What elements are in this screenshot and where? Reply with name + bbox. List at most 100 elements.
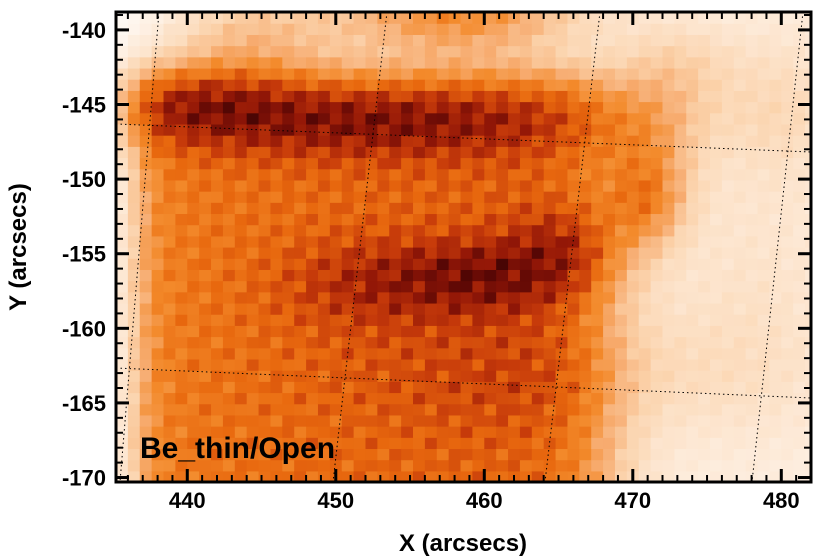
heatmap-cell <box>686 247 699 259</box>
heatmap-cell <box>674 291 687 304</box>
heatmap-cell <box>413 336 426 349</box>
heatmap-cell <box>317 358 331 371</box>
heatmap-cell <box>139 437 153 450</box>
heatmap-cell <box>199 101 212 114</box>
heatmap-cell <box>626 101 640 114</box>
heatmap-cell <box>151 23 165 35</box>
heatmap-cell <box>246 470 260 482</box>
heatmap-cell <box>187 235 200 248</box>
heatmap-cell <box>222 358 236 371</box>
heatmap-cell <box>567 224 580 237</box>
heatmap-cell <box>401 358 414 371</box>
heatmap-cell <box>496 325 509 338</box>
heatmap-cell <box>222 325 236 338</box>
heatmap-cell <box>674 235 687 248</box>
heatmap-cell <box>745 448 759 461</box>
heatmap-cell <box>341 213 355 226</box>
heatmap-cell <box>258 179 272 192</box>
heatmap-cell <box>116 135 129 147</box>
heatmap-cell <box>139 12 153 24</box>
y-tick-label: -150 <box>62 167 106 192</box>
heatmap-cell <box>377 157 390 170</box>
heatmap-cell <box>306 347 319 360</box>
heatmap-cell <box>377 23 390 35</box>
heatmap-cell <box>769 146 782 159</box>
heatmap-cell <box>567 79 580 91</box>
heatmap-cell <box>638 179 652 192</box>
heatmap-cell <box>662 325 675 338</box>
heatmap-cell <box>603 123 616 136</box>
heatmap-cell <box>745 381 759 394</box>
heatmap-cell <box>793 12 806 24</box>
heatmap-cell <box>329 23 343 35</box>
heatmap-cell <box>769 269 782 282</box>
heatmap-cell <box>567 202 580 215</box>
heatmap-cell <box>234 437 248 450</box>
heatmap-cell <box>638 146 652 159</box>
heatmap-cell <box>222 314 236 326</box>
heatmap-cell <box>270 426 283 438</box>
heatmap-cell <box>781 358 794 371</box>
heatmap-cell <box>389 437 402 450</box>
heatmap-cell <box>246 12 260 24</box>
heatmap-cell <box>543 146 557 159</box>
heatmap-cell <box>151 101 165 114</box>
heatmap-cell <box>531 202 545 215</box>
heatmap-cell <box>460 437 474 450</box>
heatmap-cell <box>424 168 438 181</box>
heatmap-cell <box>401 90 414 103</box>
heatmap-cell <box>781 179 794 192</box>
heatmap-cell <box>460 202 474 215</box>
heatmap-cell <box>721 437 735 450</box>
heatmap-cell <box>531 247 545 259</box>
heatmap-cell <box>151 34 165 47</box>
heatmap-cell <box>531 358 545 371</box>
heatmap-cell <box>745 112 759 125</box>
heatmap-cell <box>341 112 355 125</box>
heatmap-cell <box>733 258 747 270</box>
heatmap-cell <box>199 381 212 394</box>
heatmap-cell <box>508 258 521 270</box>
heatmap-cell <box>222 45 236 58</box>
heatmap-cell <box>496 224 509 237</box>
heatmap-cell <box>769 56 782 69</box>
heatmap-cell <box>745 314 759 326</box>
heatmap-cell <box>211 202 224 215</box>
heatmap-cell <box>436 123 450 136</box>
heatmap-cell <box>484 79 497 91</box>
heatmap-cell <box>543 336 557 349</box>
heatmap-cell <box>686 56 699 69</box>
heatmap-cell <box>424 157 438 170</box>
heatmap-cell <box>448 414 462 427</box>
heatmap-cell <box>139 179 153 192</box>
heatmap-cell <box>246 370 260 382</box>
heatmap-cell <box>389 302 402 315</box>
heatmap-cell <box>448 336 462 349</box>
heatmap-cell <box>258 235 272 248</box>
heatmap-cell <box>508 56 521 69</box>
heatmap-cell <box>258 459 272 472</box>
heatmap-cell <box>151 336 165 349</box>
heatmap-cell <box>472 370 485 382</box>
heatmap-cell <box>638 414 652 427</box>
heatmap-cell <box>721 370 735 382</box>
heatmap-cell <box>127 403 141 416</box>
heatmap-cell <box>733 224 747 237</box>
heatmap-cell <box>175 213 188 226</box>
heatmap-cell <box>614 179 628 192</box>
heatmap-cell <box>555 23 569 35</box>
heatmap-cell <box>662 224 675 237</box>
heatmap-cell <box>519 358 533 371</box>
heatmap-cell <box>793 269 806 282</box>
heatmap-cell <box>721 302 735 315</box>
heatmap-cell <box>496 426 509 438</box>
heatmap-cell <box>282 123 295 136</box>
heatmap-cell <box>377 79 390 91</box>
heatmap-cell <box>757 325 771 338</box>
heatmap-cell <box>674 448 687 461</box>
heatmap-cell <box>579 448 592 461</box>
heatmap-cell <box>448 157 462 170</box>
heatmap-cell <box>401 235 414 248</box>
heatmap-cell <box>317 90 331 103</box>
heatmap-cell <box>436 79 450 91</box>
